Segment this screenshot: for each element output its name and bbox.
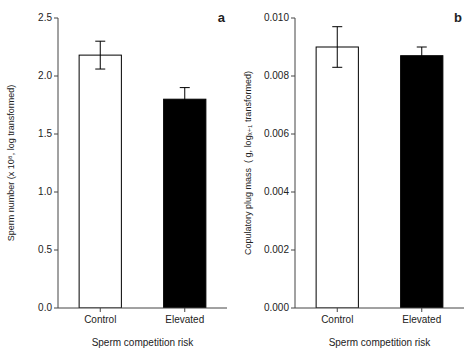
x-tick xyxy=(337,308,338,312)
x-tick-label: Control xyxy=(321,314,353,325)
error-stem xyxy=(184,88,185,109)
x-axis-label: Sperm competition risk xyxy=(92,337,195,348)
y-tick xyxy=(291,308,295,309)
error-cap xyxy=(417,64,427,65)
error-cap xyxy=(180,87,190,88)
y-tick-label: 0.002 xyxy=(264,244,289,255)
y-axis xyxy=(295,18,296,308)
error-cap xyxy=(332,67,342,68)
marks xyxy=(316,27,443,308)
y-tick xyxy=(54,18,58,19)
error-bar xyxy=(417,47,427,64)
y-tick-label: 0.008 xyxy=(264,70,289,81)
x-tick-label: Control xyxy=(84,314,116,325)
y-tick xyxy=(291,134,295,135)
x-axis-label: Sperm competition risk xyxy=(329,337,432,348)
bar xyxy=(164,99,206,308)
y-tick xyxy=(291,250,295,251)
x-axis xyxy=(58,308,227,309)
panel-label: a xyxy=(218,10,226,25)
error-cap xyxy=(95,41,105,42)
y-tick xyxy=(54,192,58,193)
bar xyxy=(79,55,121,308)
marks xyxy=(79,41,206,308)
y-axis xyxy=(58,18,59,308)
bar xyxy=(401,56,443,308)
panel-label: b xyxy=(454,10,462,25)
y-tick-label: 1.5 xyxy=(38,128,52,139)
y-tick-label: 1.0 xyxy=(38,186,52,197)
error-cap xyxy=(95,69,105,70)
y-tick xyxy=(291,192,295,193)
bar xyxy=(316,47,358,308)
error-cap xyxy=(332,26,342,27)
y-tick-label: 0.010 xyxy=(264,12,289,23)
x-tick xyxy=(184,308,185,312)
x-tick-label: Elevated xyxy=(165,314,204,325)
panel: 0.000 0.002 0.004 0.006 0.008 0.010 Control Ele… xyxy=(243,10,464,348)
y-tick-label: 0.0 xyxy=(38,302,52,313)
error-cap xyxy=(180,108,190,109)
y-tick xyxy=(54,250,58,251)
error-bar xyxy=(332,27,342,68)
y-tick xyxy=(54,134,58,135)
y-tick-label: 0.006 xyxy=(264,128,289,139)
y-axis-label: Copulatory plug mass ( g, logₓ₊₁ transfo… xyxy=(243,71,253,255)
x-axis xyxy=(295,308,464,309)
error-stem xyxy=(337,27,338,68)
y-tick xyxy=(291,18,295,19)
y-tick-label: 0.004 xyxy=(264,186,289,197)
panel: 0.0 0.5 1.0 1.5 2.0 2.5 Control Elevated Sperm c… xyxy=(6,10,227,348)
chart-svg: 0.0 0.5 1.0 1.5 2.0 2.5 Control Elevated Sperm c… xyxy=(0,0,474,360)
error-bar xyxy=(95,41,105,69)
error-stem xyxy=(421,47,422,64)
y-tick xyxy=(291,76,295,77)
y-axis-label: Sperm number (x 10⁸, log transformed) xyxy=(6,85,16,241)
y-tick-label: 0.5 xyxy=(38,244,52,255)
error-stem xyxy=(100,41,101,69)
chart-root: 0.0 0.5 1.0 1.5 2.0 2.5 Control Elevated Sperm c… xyxy=(0,0,474,360)
y-tick-label: 2.0 xyxy=(38,70,52,81)
y-tick xyxy=(54,308,58,309)
y-tick-label: 0.000 xyxy=(264,302,289,313)
error-cap xyxy=(417,47,427,48)
x-tick-label: Elevated xyxy=(402,314,441,325)
y-tick-label: 2.5 xyxy=(38,12,52,23)
x-tick xyxy=(100,308,101,312)
x-tick xyxy=(421,308,422,312)
y-tick xyxy=(54,76,58,77)
error-bar xyxy=(180,88,190,109)
